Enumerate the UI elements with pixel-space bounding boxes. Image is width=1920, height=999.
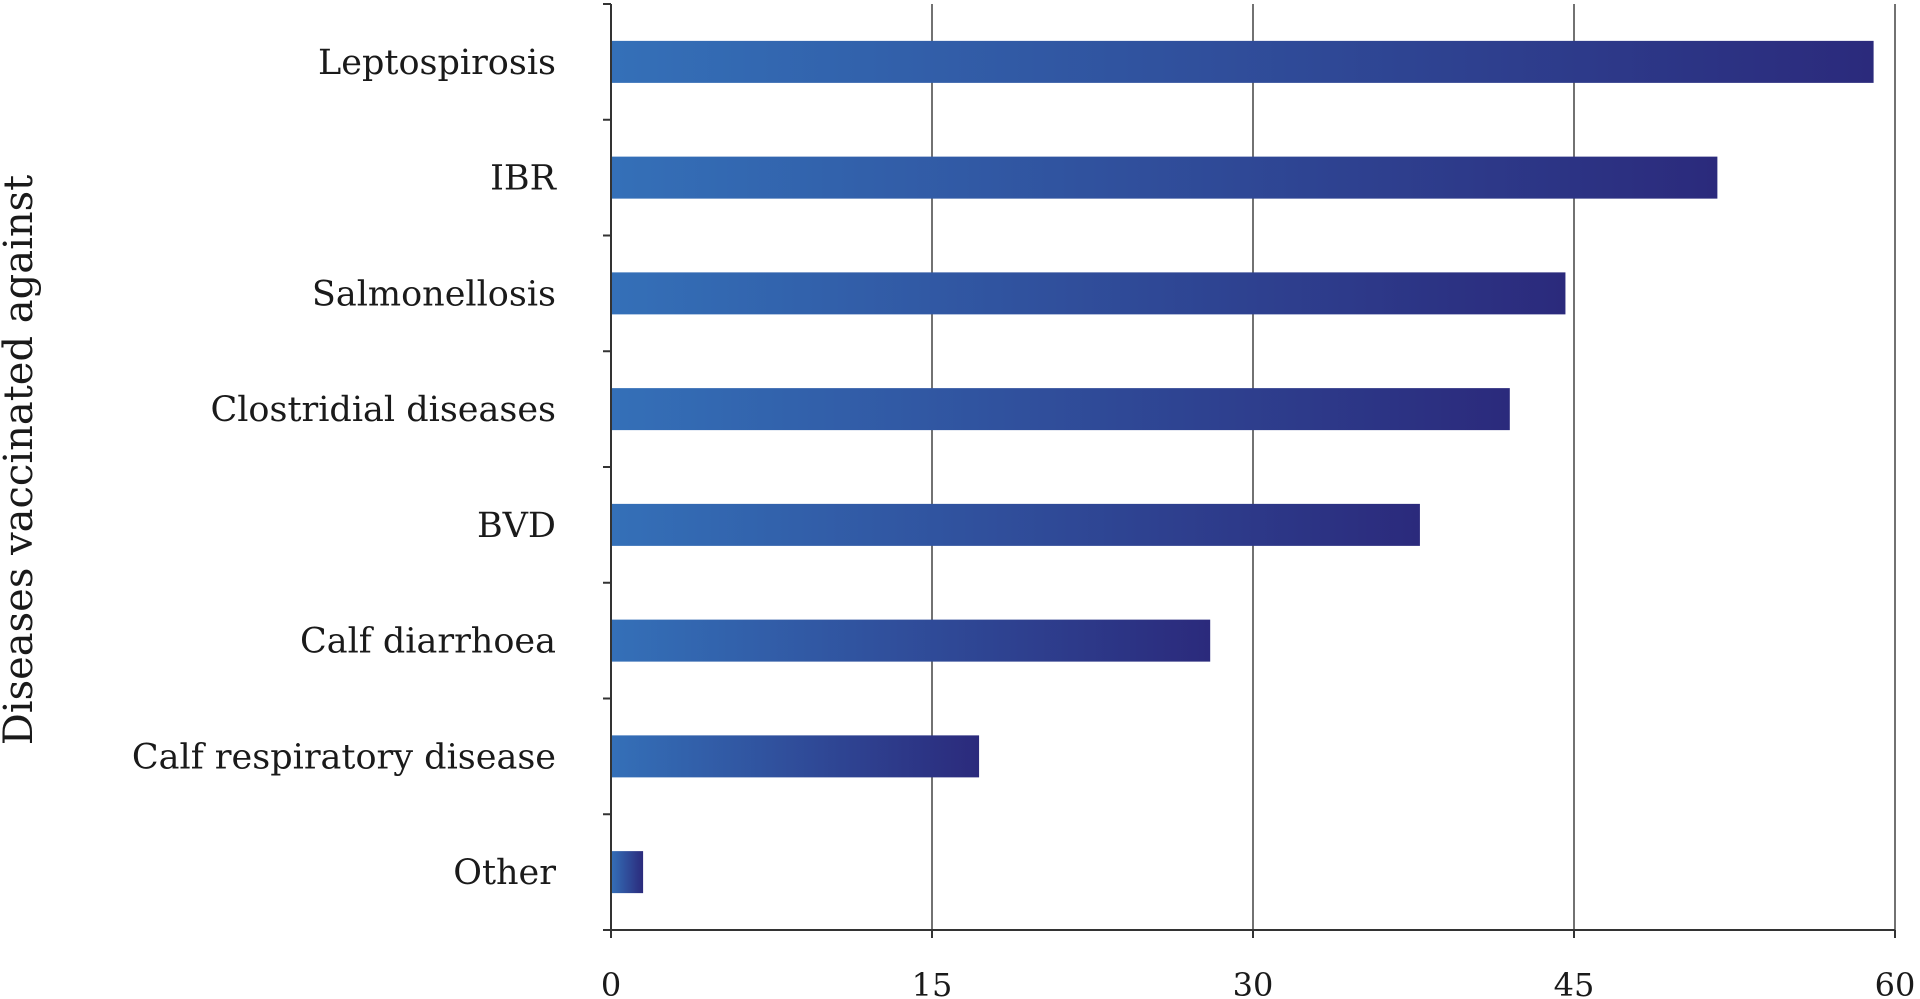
bar-bvd [611, 503, 1420, 546]
bar-leptospirosis [611, 40, 1874, 83]
bar-clostridial-diseases [611, 388, 1510, 431]
labels: 0 15 30 45 60 Leptospirosis IBR Salmonellosis Cl… [132, 43, 1915, 999]
bar-calf-respiratory-disease [611, 735, 980, 778]
category-label: Salmonellosis [312, 274, 556, 314]
bar-ibr [611, 156, 1718, 199]
bar-salmonellosis [611, 272, 1566, 315]
y-axis-title: Diseases vaccinated against [0, 175, 42, 746]
x-tick-label: 45 [1554, 966, 1595, 999]
bars [611, 40, 1874, 894]
axes [603, 3, 1896, 938]
x-tick-label: 15 [912, 966, 953, 999]
bar-calf-diarrhoea [611, 619, 1211, 662]
category-label: Leptospirosis [318, 43, 556, 83]
gridlines [931, 4, 1896, 930]
category-label: Clostridial diseases [210, 390, 556, 430]
x-tick-label: 30 [1233, 966, 1274, 999]
x-tick-label: 0 [601, 966, 621, 999]
x-tick-label: 60 [1875, 966, 1916, 999]
category-label: Other [453, 853, 556, 893]
category-label: Calf respiratory disease [132, 737, 556, 777]
category-label: Calf diarrhoea [300, 622, 556, 662]
bar-other [611, 851, 644, 894]
category-label: BVD [477, 506, 556, 546]
category-label: IBR [490, 159, 558, 199]
